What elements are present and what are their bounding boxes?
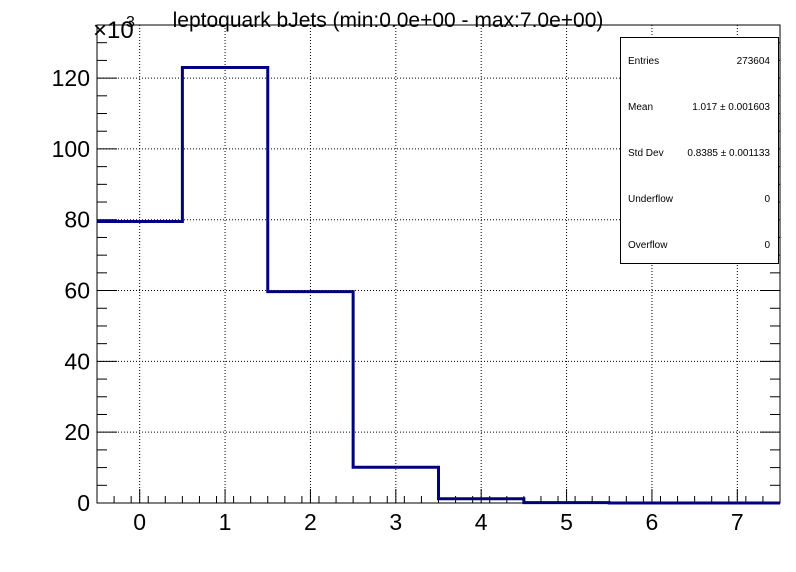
y-tick-label: 60	[64, 278, 90, 304]
stats-entries-label: Entries	[628, 56, 660, 67]
stats-row-mean: Mean 1.017 ± 0.001603	[621, 102, 778, 118]
chart-title: leptoquark bJets (min:0.0e+00 - max:7.0e…	[173, 9, 604, 32]
x-tick-label: 3	[389, 509, 402, 535]
x-tick-label: 4	[475, 509, 488, 535]
stats-row-std: Std Dev 0.8385 ± 0.001133	[621, 148, 778, 164]
stats-box: Entries 273604 Mean 1.017 ± 0.001603 Std…	[620, 37, 779, 264]
x-tick-label: 1	[219, 509, 232, 535]
stats-overflow-label: Overflow	[628, 240, 668, 251]
x-tick-label: 0	[133, 509, 146, 535]
stats-mean-value: 1.017 ± 0.001603	[692, 102, 770, 113]
y-multiplier-label: ×10	[93, 17, 134, 44]
histogram-line	[97, 65, 780, 505]
y-tick-labels: 0 20 40 60 80 100 120	[52, 65, 90, 516]
x-tick-label: 7	[731, 509, 744, 535]
y-tick-label: 120	[52, 65, 90, 91]
stats-overflow-value: 0	[764, 240, 770, 251]
y-tick-label: 20	[64, 419, 90, 445]
y-multiplier-exponent: 3	[126, 14, 135, 31]
stats-std-label: Std Dev	[628, 148, 664, 159]
stats-mean-label: Mean	[628, 102, 654, 113]
x-tick-labels: 0 1 2 3 4 5 6 7	[133, 509, 743, 535]
stats-row-entries: Entries 273604	[621, 56, 778, 72]
x-tick-label: 5	[560, 509, 573, 535]
stats-underflow-label: Underflow	[628, 194, 674, 205]
y-tick-label: 100	[52, 136, 90, 162]
x-tick-label: 6	[646, 509, 659, 535]
y-tick-label: 0	[77, 490, 90, 516]
stats-std-value: 0.8385 ± 0.001133	[687, 148, 770, 159]
stats-row-underflow: Underflow 0	[621, 194, 778, 210]
y-tick-label: 40	[64, 348, 90, 374]
stats-entries-value: 273604	[736, 56, 770, 67]
stats-row-overflow: Overflow 0	[621, 240, 778, 256]
y-tick-label: 80	[64, 207, 90, 233]
stats-underflow-value: 0	[764, 194, 770, 205]
x-tick-label: 2	[304, 509, 317, 535]
